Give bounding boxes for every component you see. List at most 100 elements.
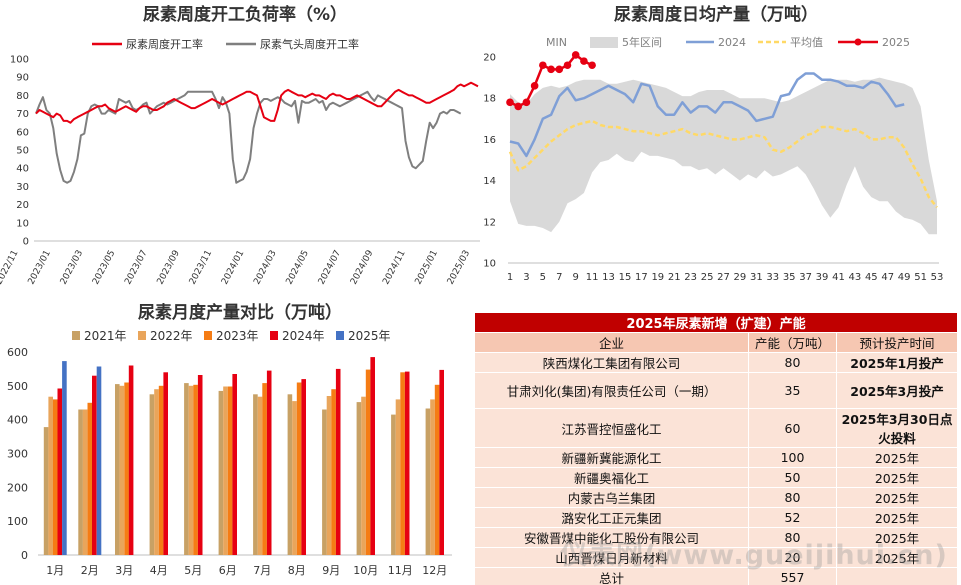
cell-company: 甘肃刘化(集团)有限责任公司（一期） — [474, 372, 749, 409]
x-tick-label: 19 — [651, 272, 664, 283]
x-tick-label: 1 — [507, 272, 513, 283]
cell-company: 潞安化工正元集团 — [474, 507, 749, 528]
bar-2024年-10月 — [370, 357, 375, 555]
legend-label-min: MIN — [546, 36, 567, 49]
x-tick-label: 3 — [523, 272, 529, 283]
bar-2021年-11月 — [391, 414, 396, 555]
bar-2022年-8月 — [292, 401, 297, 555]
cell-capacity: 60 — [748, 408, 837, 448]
table-body: 陕西煤化工集团有限公司 80 2025年1月投产 甘肃刘化(集团)有限责任公司（一期）… — [474, 352, 959, 585]
bar-2024年-12月 — [439, 369, 444, 555]
legend-label-2025: 2025 — [882, 36, 910, 49]
cell-capacity: 52 — [748, 507, 837, 528]
bar-2023年-2月 — [87, 402, 93, 556]
monthly-output-svg: 尿素月度产量对比（万吨） 2021年 2022年 2023年 2024年 2025年 0… — [7, 302, 452, 577]
bar-2022年-4月 — [154, 389, 159, 555]
bar-2021年-10月 — [356, 402, 362, 555]
cell-start-time: 2025年3月投产 — [835, 372, 959, 409]
point-2025 — [514, 102, 523, 111]
x-tick-label: 2023/01 — [27, 249, 53, 287]
bar-2021年-3月 — [115, 384, 120, 555]
weekly-operating-rate-svg: 尿素周度开工负荷率（%） 尿素周度开工率 尿素气头周度开工率 0 10 20 30 40… — [0, 4, 480, 287]
table-row: 内蒙古乌兰集团 80 2025年 — [474, 487, 959, 508]
bar-2022年-2月 — [82, 409, 88, 555]
chart-plot — [506, 51, 938, 235]
x-tick-label: 3月 — [115, 564, 133, 577]
bar-2024年-8月 — [301, 379, 306, 555]
cell-capacity: 35 — [748, 372, 837, 409]
y-tick-label: 100 — [7, 515, 28, 528]
y-tick-label: 100 — [10, 55, 29, 66]
table-row: 安徽晋煤中能化工股份有限公司 80 2025年 — [474, 527, 959, 548]
bar-2023年-8月 — [296, 382, 302, 555]
chart-title: 尿素周度日均产量（万吨） — [614, 4, 818, 25]
bar-2022年-7月 — [257, 396, 263, 555]
y-tick-label: 500 — [7, 380, 28, 393]
x-tick-label: 23 — [684, 272, 697, 283]
x-tick-label: 5 — [540, 272, 546, 283]
bar-2023年-3月 — [124, 382, 129, 555]
cell-company: 江苏晋控恒盛化工 — [474, 408, 749, 448]
x-tick-label: 2023/07 — [123, 249, 149, 287]
bar-2023年-4月 — [158, 385, 164, 555]
table-row: 新疆新冀能源化工 100 2025年 — [474, 447, 959, 468]
legend: 2021年 2022年 2023年 2024年 2025年 — [72, 329, 391, 343]
header-capacity: 产能（万吨） — [748, 332, 837, 353]
bar-2023年-1月 — [53, 399, 58, 555]
bar-2023年-5月 — [193, 384, 198, 555]
legend-swatch-2023年 — [204, 331, 212, 340]
cell-start-time: 2025年 — [835, 527, 959, 548]
x-tick-label: 2023/11 — [188, 249, 214, 287]
cell-company: 陕西煤化工集团有限公司 — [474, 352, 749, 373]
table-row: 甘肃刘化(集团)有限责任公司（一期） 35 2025年3月投产 — [474, 372, 959, 409]
x-tick-label: 5月 — [184, 564, 202, 577]
y-tick-label: 90 — [16, 73, 29, 84]
x-tick-label: 7 — [556, 272, 562, 283]
cell-company: 新疆新冀能源化工 — [474, 447, 749, 468]
bar-2021年-2月 — [78, 409, 83, 555]
new-capacity-table-panel: 2025年尿素新增（扩建）产能 企业 产能（万吨） 预计投产时间 陕西煤化工集团… — [473, 312, 959, 585]
cell-capacity: 100 — [748, 447, 837, 468]
y-tick-label: 20 — [483, 53, 496, 64]
x-tick-label: 2025/03 — [446, 249, 472, 287]
bar-2021年-9月 — [322, 409, 327, 555]
y-tick-label: 0 — [21, 549, 28, 562]
x-tick-label: 41 — [832, 272, 845, 283]
cell-company: 安徽晋煤中能化工股份有限公司 — [474, 527, 749, 548]
x-tick-label: 2022/11 — [0, 249, 21, 287]
x-tick-label: 29 — [734, 272, 747, 283]
y-tick-label: 14 — [483, 176, 496, 187]
chart-lines — [35, 81, 479, 184]
legend-label-2022年: 2022年 — [150, 329, 193, 343]
cell-capacity: 80 — [748, 527, 837, 548]
legend-label-2021年: 2021年 — [84, 329, 127, 343]
x-tick-label: 47 — [881, 272, 894, 283]
x-tick-label: 2024/11 — [381, 249, 407, 287]
x-tick-label: 2月 — [81, 564, 99, 577]
x-tick-label: 2024/09 — [349, 248, 376, 286]
chart-title: 尿素周度开工负荷率（%） — [143, 4, 347, 25]
legend-label-gas-operating-rate: 尿素气头周度开工率 — [260, 37, 359, 51]
cell-start-time: 2025年 — [835, 507, 959, 528]
legend-label-2024年: 2024年 — [282, 329, 325, 343]
x-tick-label: 8月 — [288, 564, 306, 577]
bar-2023年-10月 — [365, 369, 371, 555]
y-tick-label: 10 — [16, 218, 29, 229]
x-tick-label: 49 — [898, 272, 911, 283]
x-tick-label: 53 — [931, 272, 944, 283]
x-tick-label: 2024/01 — [220, 249, 246, 287]
point-2025 — [530, 82, 539, 90]
table-title: 2025年尿素新增（扩建）产能 — [473, 312, 959, 333]
cell-start-time: 2025年 — [835, 547, 959, 568]
x-tick-label: 6月 — [219, 564, 237, 577]
x-tick-label: 15 — [619, 272, 632, 283]
y-tick-label: 300 — [7, 448, 28, 461]
legend-swatch-2021年 — [72, 331, 80, 340]
legend-marker-2025 — [854, 38, 862, 46]
bar-2022年-3月 — [119, 385, 125, 555]
cell-capacity: 50 — [748, 467, 837, 488]
five-year-range-band — [510, 77, 937, 235]
bar-2021年-1月 — [43, 427, 49, 555]
cell-start-time: 2025年3月30日点火投料 — [835, 408, 959, 448]
legend-swatch-2024年 — [270, 331, 278, 340]
